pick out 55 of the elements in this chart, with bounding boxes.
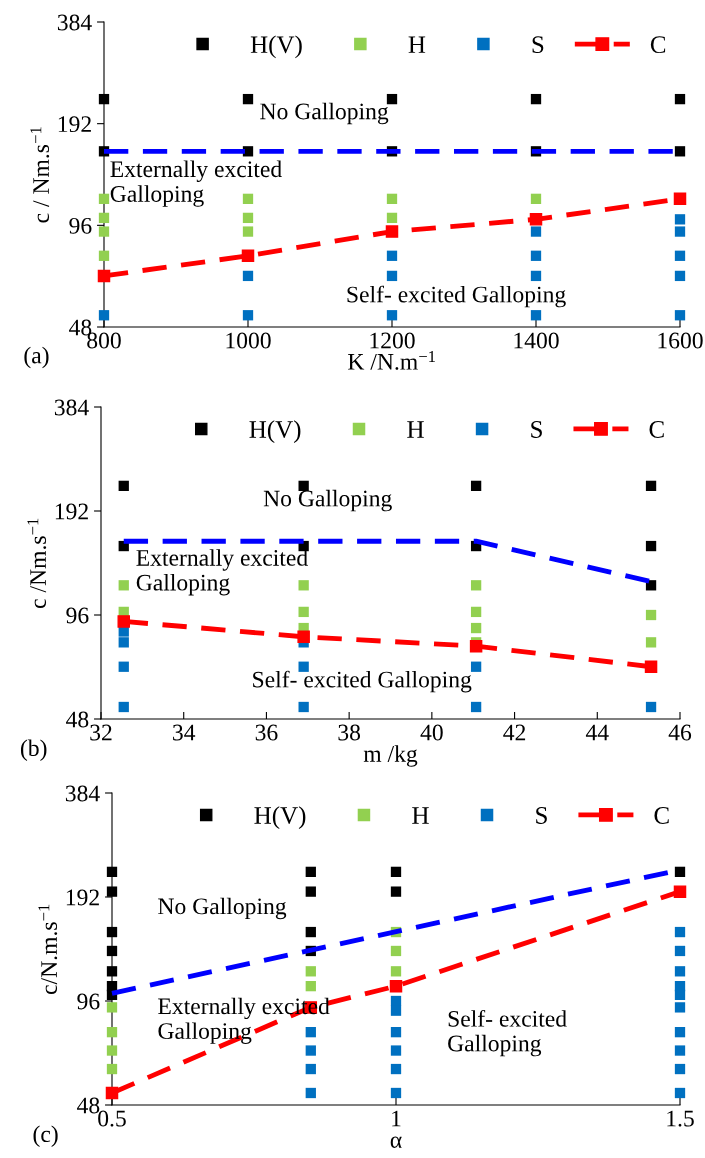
text: (c) [33, 1125, 58, 1147]
legend-label: C [649, 421, 664, 438]
legend-label: C [654, 807, 669, 824]
annotation: Self- excited Galloping [448, 1009, 567, 1057]
y-axis-title: c / Nm.s$^{−1}$ [30, 127, 50, 223]
y-tick-label: 192 [58, 116, 91, 133]
y-axis-title: c/N.m.s$^{−1}$ [38, 904, 58, 995]
y-tick-label: 192 [66, 889, 99, 906]
annotation: Self- excited Galloping [253, 670, 472, 693]
x-tick-label: 1.5 [667, 1110, 694, 1127]
x-tick-label: 1200 [370, 332, 415, 349]
x-axis-title: K /N.m$^{−1}$ [348, 351, 435, 370]
y-tick-label: 96 [66, 607, 89, 624]
x-tick-label: 40 [420, 724, 443, 741]
annotation: No Galloping [263, 489, 392, 512]
legend-label: S [532, 36, 544, 54]
y-tick-label: 384 [54, 399, 89, 416]
y-tick-label: 48 [66, 711, 89, 728]
x-tick-label: 1 [392, 1110, 401, 1127]
legend-label: H [412, 807, 429, 824]
x-tick-label: 38 [338, 724, 361, 741]
y-axis-title: c /Nm.s$^{−1}$ [27, 518, 47, 609]
x-tick-label: 34 [173, 724, 196, 741]
legend-label: H [407, 421, 424, 438]
legend-label: H [408, 36, 426, 53]
x-axis-title: α [390, 1136, 402, 1148]
legend-label: H(V) [254, 806, 306, 829]
legend-label: C [650, 36, 666, 54]
x-tick-label: 1000 [226, 332, 271, 349]
y-tick-label: 96 [69, 217, 92, 234]
x-tick-label: 44 [585, 724, 609, 741]
legend-label: S [536, 807, 547, 824]
x-tick-label: 1600 [658, 332, 703, 349]
x-tick-label: 0.5 [98, 1110, 126, 1127]
annotation: No Galloping [260, 102, 389, 125]
annotation: No Galloping [158, 897, 287, 920]
x-tick-label: 46 [668, 724, 692, 741]
x-tick-label: 1400 [514, 332, 559, 349]
y-tick-label: 96 [77, 993, 100, 1010]
legend-label: H(V) [250, 35, 302, 59]
x-axis-title: m /kg [363, 745, 418, 767]
y-tick-label: 384 [57, 14, 92, 31]
x-tick-label: 32 [90, 724, 112, 741]
y-tick-label: 384 [65, 785, 100, 802]
text: (a) [24, 346, 49, 369]
annotation: Self- excited Galloping [347, 285, 566, 308]
annotation: Externally excited Galloping [110, 160, 282, 207]
x-tick-label: 42 [503, 724, 526, 741]
legend-label: S [531, 421, 542, 438]
annotation: Externally excited Galloping [136, 549, 308, 596]
y-tick-label: 192 [55, 503, 88, 520]
y-tick-label: 48 [77, 1097, 100, 1114]
x-tick-label: 36 [255, 724, 278, 741]
legend-label: H(V) [249, 420, 301, 443]
text: (b) [20, 739, 47, 761]
